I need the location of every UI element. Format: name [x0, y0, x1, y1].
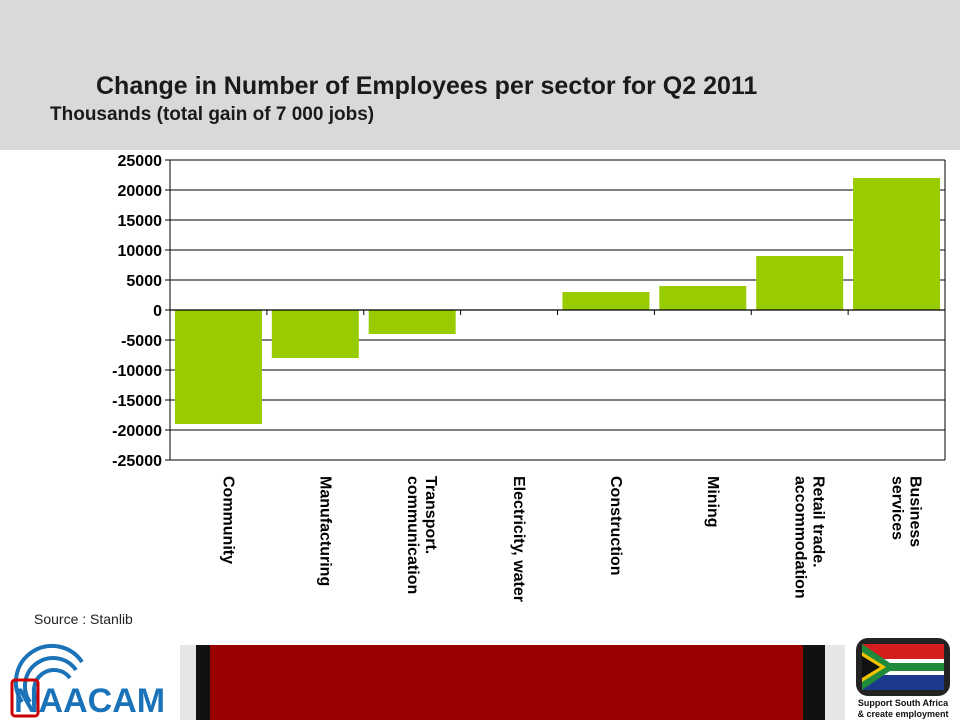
bar — [562, 292, 650, 310]
footer-red-bar — [210, 645, 803, 720]
bar — [853, 178, 941, 310]
category-label: Manufacturing — [316, 476, 333, 586]
category-label: Construction — [607, 476, 624, 576]
y-tick-label: 25000 — [118, 153, 163, 170]
y-tick-label: -5000 — [121, 333, 162, 350]
bar — [659, 286, 747, 310]
header-band — [0, 0, 960, 150]
category-label: Community — [219, 476, 236, 564]
chart-subtitle: Thousands (total gain of 7 000 jobs) — [50, 104, 375, 125]
y-tick-label: -10000 — [112, 363, 162, 380]
svg-text:& create employment: & create employment — [857, 709, 948, 719]
chart-title: Change in Number of Employees per sector… — [96, 72, 758, 100]
y-tick-label: -15000 — [112, 393, 162, 410]
y-tick-label: 0 — [153, 303, 162, 320]
y-tick-label: 15000 — [118, 213, 163, 230]
axes — [165, 159, 946, 461]
bar — [368, 310, 456, 334]
y-tick-label: 20000 — [118, 183, 163, 200]
category-label: communication — [404, 476, 421, 594]
category-labels: Community Manufacturing Transport.communic… — [219, 476, 923, 602]
bar-chart: 25000 20000 15000 10000 5000 0 -5000 -10000 -150… — [112, 153, 946, 602]
category-label: services — [889, 476, 906, 540]
sa-flag-logo: Support South Africa & create employment — [856, 638, 950, 719]
y-tick-label: 5000 — [126, 273, 162, 290]
category-label: Mining — [704, 476, 721, 528]
grid-lines — [170, 159, 945, 461]
footer-stripe-left — [196, 645, 210, 720]
y-tick-label: 10000 — [118, 243, 163, 260]
category-label: Transport. — [422, 476, 439, 554]
bars — [174, 178, 941, 424]
naacam-logo: NAACAM — [10, 643, 165, 720]
source-note: Source : Stanlib — [34, 611, 133, 627]
y-tick-labels: 25000 20000 15000 10000 5000 0 -5000 -10000 -150… — [112, 153, 162, 470]
footer-stripe-right — [803, 645, 825, 720]
bar — [174, 310, 262, 424]
y-tick-label: -20000 — [112, 423, 162, 440]
y-tick-label: -25000 — [112, 453, 162, 470]
category-label: Retail trade. — [810, 476, 827, 568]
category-label: Business — [907, 476, 924, 547]
bar — [271, 310, 359, 358]
bar — [756, 256, 844, 310]
category-label: Electricity, water — [510, 476, 527, 602]
category-label: accommodation — [792, 476, 809, 599]
svg-text:Support South Africa: Support South Africa — [858, 698, 949, 708]
